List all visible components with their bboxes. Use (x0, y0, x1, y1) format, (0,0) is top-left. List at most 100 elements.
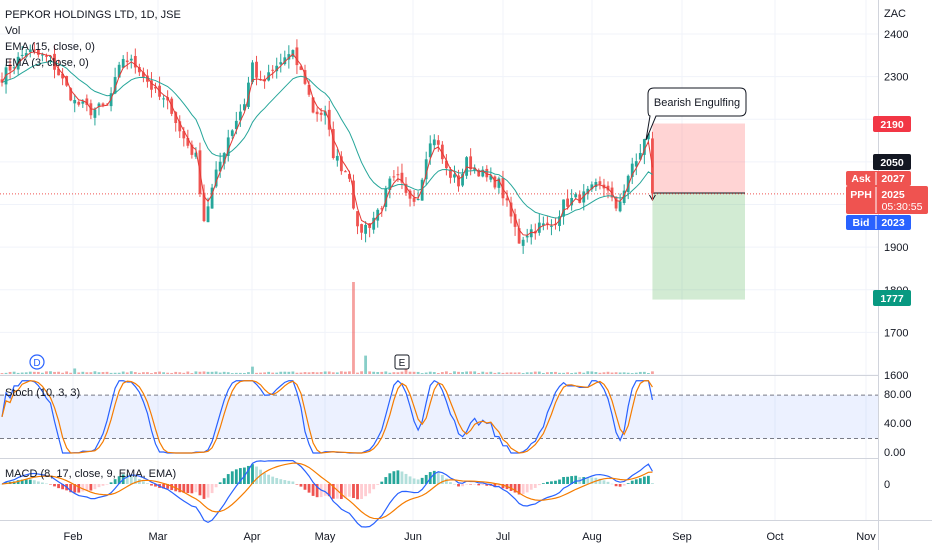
macd-hist-bar (263, 472, 266, 484)
macd-hist-bar (638, 478, 642, 484)
macd-hist-bar (20, 479, 24, 484)
volume-bar (449, 373, 452, 374)
volume-bar (368, 371, 372, 374)
volume-bar (356, 372, 359, 374)
candle-body (93, 109, 97, 118)
macd-hist-bar (73, 484, 77, 493)
prev-close-pill: 2050 (873, 154, 911, 170)
macd-hist-bar (327, 484, 331, 497)
legend-ema3[interactable]: EMA (3, close, 0) (5, 57, 89, 69)
bearish-engulfing-callout[interactable]: Bearish Engulfing (645, 87, 747, 141)
candle-body (206, 206, 210, 223)
volume-bar (578, 371, 582, 374)
candle-body (117, 64, 121, 78)
candle-body (453, 174, 456, 178)
volume-bar (230, 373, 234, 374)
volume-bars (0, 282, 654, 374)
macd-hist-bar (513, 484, 517, 493)
volume-bar (93, 371, 97, 374)
volume-bar (105, 371, 109, 374)
callout-text: Bearish Engulfing (654, 97, 740, 109)
volume-bar (24, 372, 28, 374)
macd-hist-bar (546, 481, 549, 484)
candle-body (469, 156, 473, 170)
volume-bar (146, 372, 149, 374)
legend-ema15[interactable]: EMA (15, close, 0) (5, 41, 95, 53)
candle-body (218, 161, 222, 172)
candle-body (307, 84, 311, 95)
candle-body (574, 194, 578, 198)
macd-hist-bar (186, 484, 190, 494)
macd-hist-bar (586, 477, 590, 484)
svg-text:D: D (33, 358, 40, 369)
volume-bar (315, 372, 319, 374)
time-axis[interactable]: Feb Mar Apr May Jun Jul Aug Sep Oct Nov (64, 531, 877, 543)
legend-macd[interactable]: MACD (8, 17, close, 9, EMA, EMA) (5, 468, 176, 480)
volume-bar (178, 372, 182, 374)
candle-body (251, 62, 254, 83)
volume-bar (610, 372, 614, 374)
candle-body (190, 144, 194, 155)
candle-body (404, 183, 408, 193)
candle-body (81, 101, 85, 104)
volume-bar (287, 371, 291, 374)
candle-body (586, 188, 590, 194)
candle-body (154, 86, 157, 89)
svg-text:2027: 2027 (881, 173, 905, 185)
risk-zone[interactable] (652, 123, 745, 193)
candle-body (230, 130, 234, 136)
macd-hist-bar (651, 483, 654, 484)
earnings-marker[interactable]: E (394, 354, 410, 370)
macd-hist-bar (198, 484, 202, 496)
candle-body (137, 67, 141, 73)
volume-bar (533, 371, 537, 374)
legend-stoch[interactable]: Stoch (10, 3, 3) (5, 387, 80, 399)
macd-hist-bar (109, 482, 113, 484)
candle-body (133, 55, 137, 68)
candle-body (562, 199, 565, 217)
candle-body (85, 98, 89, 105)
symbol-title[interactable]: PEPKOR HOLDINGS LTD, 1D, JSE (5, 9, 181, 21)
short-position-tool[interactable] (649, 123, 745, 300)
price-tick: 2300 (884, 72, 908, 84)
volume-bar (218, 372, 222, 374)
volume-bar (465, 371, 468, 374)
macd-hist-bar (376, 484, 380, 485)
macd-hist-bar (497, 484, 501, 487)
volume-bar (20, 372, 24, 374)
price-tick: 2400 (884, 29, 908, 41)
volume-bar (65, 371, 69, 374)
candle-body (546, 222, 549, 224)
candle-body (473, 167, 477, 170)
macd-hist-bar (275, 478, 279, 484)
candle-body (32, 49, 36, 51)
candle-body (360, 224, 363, 233)
candle-body (521, 239, 525, 246)
macd-hist-bar (344, 484, 347, 498)
macd-hist-bar (400, 471, 404, 484)
volume-bar (445, 371, 448, 374)
candle-body (541, 223, 545, 226)
macd-hist-bar (166, 484, 170, 489)
volume-bar (271, 372, 275, 374)
volume-bar (521, 373, 525, 374)
volume-bar (174, 371, 178, 374)
macd-hist-bar (77, 484, 81, 493)
candle-body (647, 133, 650, 140)
volume-bar (206, 371, 210, 374)
legend-vol[interactable]: Vol (5, 25, 20, 37)
candle-body (315, 111, 319, 115)
candle-body (525, 235, 529, 238)
volume-bar (41, 372, 44, 374)
macd-hist-bar (368, 484, 372, 494)
volume-bar (12, 371, 16, 374)
reward-zone[interactable] (652, 192, 745, 300)
macd-hist-bar (529, 484, 533, 490)
volume-bar (408, 371, 412, 374)
candle-body (445, 160, 448, 169)
candle-body (392, 176, 396, 178)
macd-hist-bar (453, 483, 456, 485)
dividend-marker[interactable]: D (29, 354, 45, 370)
candle-body (477, 169, 481, 177)
